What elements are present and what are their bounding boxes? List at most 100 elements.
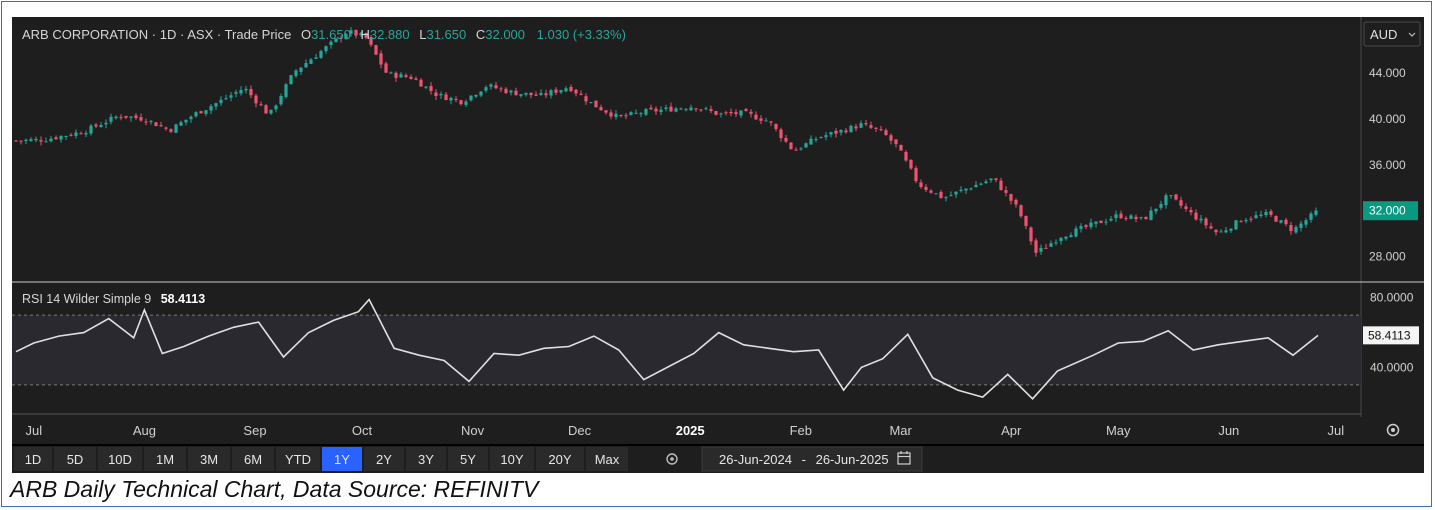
candle-body	[159, 125, 163, 127]
candle-body	[319, 51, 323, 58]
candle-body	[1124, 217, 1128, 219]
range-button-label: 5Y	[460, 452, 476, 467]
date-range-start: 26-Jun-2024	[719, 452, 792, 467]
candle-body	[1269, 211, 1273, 215]
candle-body	[479, 91, 483, 96]
candle-body	[414, 78, 418, 80]
candle-body	[139, 117, 143, 121]
chart-settings-button[interactable]	[1386, 423, 1400, 437]
candle-body	[749, 111, 753, 114]
candle-body	[1044, 247, 1048, 249]
candle-body	[854, 126, 858, 129]
candle-body	[214, 103, 218, 107]
candle-body	[559, 90, 563, 93]
range-button-5y[interactable]: 5Y	[448, 447, 488, 471]
candle-body	[1219, 231, 1223, 233]
candle-body	[294, 70, 298, 76]
range-button-label: 10D	[108, 452, 132, 467]
candle-body	[1059, 237, 1063, 242]
candle-body	[829, 132, 833, 135]
candle-body	[29, 139, 33, 141]
range-button-20y[interactable]: 20Y	[536, 447, 584, 471]
candle-body	[719, 113, 723, 115]
legend-open-value: 31.650	[311, 27, 351, 42]
price-tick-label: 44.000	[1369, 66, 1406, 80]
candle-body	[389, 72, 393, 74]
candle-body	[204, 110, 208, 114]
range-settings-button[interactable]	[666, 453, 678, 465]
time-tick-label: Feb	[790, 423, 812, 438]
candle-body	[329, 41, 333, 45]
candle-body	[699, 109, 703, 111]
candle-body	[989, 178, 993, 181]
currency-dropdown[interactable]: AUD	[1363, 21, 1421, 47]
candle-body	[374, 45, 378, 55]
candle-body	[149, 120, 153, 122]
candle-body	[1174, 194, 1178, 200]
candle-body	[609, 112, 613, 117]
candle-body	[249, 89, 253, 96]
range-button-2y[interactable]: 2Y	[364, 447, 404, 471]
candle-body	[1264, 211, 1268, 216]
range-button-6m[interactable]: 6M	[232, 447, 274, 471]
candle-body	[284, 84, 288, 97]
candle-body	[364, 33, 368, 38]
candle-body	[819, 136, 823, 138]
range-toolbar: 1D 5D 10D 1M 3M 6M YTD 1Y 2Y 3Y 5Y 10Y 20Y Max	[14, 447, 628, 471]
candle-body	[1279, 220, 1283, 223]
candle-body	[1179, 200, 1183, 206]
range-button-label: 5D	[67, 452, 84, 467]
range-button-10y[interactable]: 10Y	[490, 447, 534, 471]
candle-body	[834, 130, 838, 134]
legend-open-label: O	[301, 27, 311, 42]
range-button-label: 1M	[156, 452, 174, 467]
range-button-label: YTD	[285, 452, 311, 467]
candle-body	[1144, 216, 1148, 220]
range-button-1m[interactable]: 1M	[144, 447, 186, 471]
range-button-10d[interactable]: 10D	[98, 447, 142, 471]
candle-body	[239, 90, 243, 94]
candle-body	[784, 138, 788, 142]
time-tick-label: Apr	[1001, 423, 1022, 438]
range-button-ytd[interactable]: YTD	[276, 447, 320, 471]
last-price-tag: 32.000	[1363, 201, 1418, 221]
candle-body	[814, 139, 818, 141]
rsi-axis: 80.0000 40.0000	[1370, 291, 1414, 375]
currency-label: AUD	[1370, 27, 1397, 42]
range-button-3m[interactable]: 3M	[188, 447, 230, 471]
candle-body	[679, 108, 683, 110]
date-range-separator: -	[802, 452, 806, 467]
rsi-line	[15, 298, 1319, 400]
candle-body	[949, 195, 953, 197]
range-button-label: 10Y	[500, 452, 523, 467]
candle-body	[1234, 220, 1238, 230]
range-button-3y[interactable]: 3Y	[406, 447, 446, 471]
candle-body	[654, 108, 658, 112]
date-range-picker[interactable]: 26-Jun-2024 - 26-Jun-2025	[701, 446, 923, 472]
range-button-1d[interactable]: 1D	[14, 447, 52, 471]
candle-body	[174, 124, 178, 133]
candle-body	[394, 72, 398, 78]
candle-body	[1294, 226, 1298, 233]
price-axis: 44.000 40.000 36.000 32.000 28.000	[1369, 66, 1406, 264]
candle-body	[1049, 243, 1053, 247]
candle-body	[354, 29, 358, 36]
candle-body	[1299, 223, 1303, 228]
legend-low-value: 31.650	[426, 27, 466, 42]
candle-body	[759, 118, 763, 121]
candle-body	[604, 110, 608, 113]
candle-body	[789, 142, 793, 150]
candle-body	[1154, 208, 1158, 212]
range-button-max[interactable]: Max	[586, 447, 628, 471]
legend-close-label: C	[476, 27, 485, 42]
candle-body	[1079, 226, 1083, 229]
candle-body	[224, 98, 228, 100]
candle-body	[1249, 218, 1253, 220]
legend-low-label: L	[419, 27, 426, 42]
candle-body	[859, 123, 863, 128]
chart-widget: ARB CORPORATION · 1D · ASX · Trade Price…	[12, 17, 1424, 473]
range-button-1y[interactable]: 1Y	[322, 447, 362, 471]
range-button-label: 20Y	[548, 452, 571, 467]
range-button-5d[interactable]: 5D	[54, 447, 96, 471]
candle-body	[954, 191, 958, 195]
